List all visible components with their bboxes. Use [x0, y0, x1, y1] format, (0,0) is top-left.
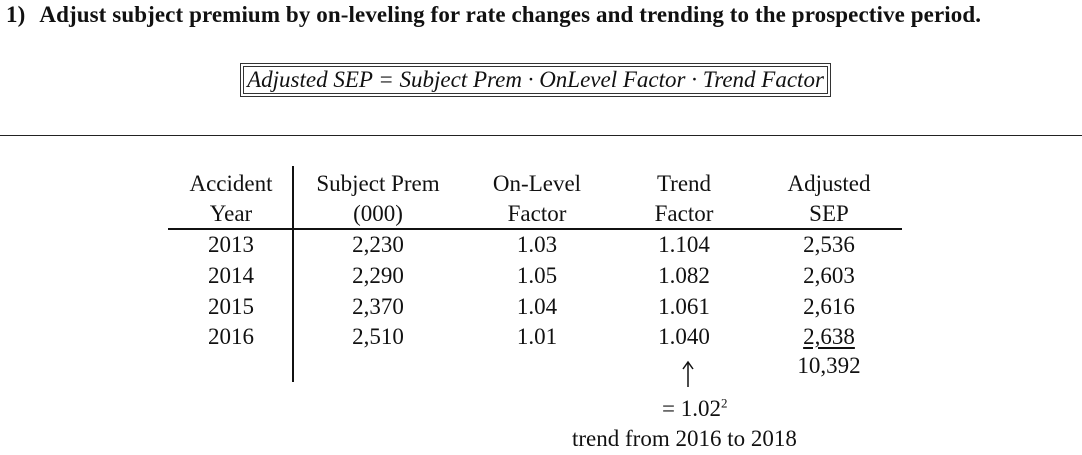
header-line: (000): [353, 201, 403, 226]
header-accident-year: Accident Year: [189, 169, 272, 229]
cell-year: 2013: [208, 232, 254, 257]
header-rule: [168, 228, 902, 230]
header-subject-prem: Subject Prem (000): [316, 169, 439, 229]
horizontal-divider: [0, 135, 1082, 136]
cell-trend: 1.104: [658, 232, 710, 257]
cell-adjusted-sep: 2,638: [803, 324, 855, 349]
formula-text: Adjusted SEP = Subject Prem · OnLevel Fa…: [247, 67, 824, 92]
cell-on-level: 1.04: [516, 294, 558, 319]
cell-subject-prem: 2,290: [352, 263, 404, 288]
cell-on-level: 1.05: [516, 263, 558, 288]
header-line: Year: [209, 201, 253, 226]
header-trend-factor: Trend Factor: [655, 169, 714, 229]
cell-trend: 1.040: [658, 324, 710, 349]
header-line: Factor: [654, 201, 714, 226]
cell-trend: 1.082: [658, 263, 710, 288]
total-adjusted-sep: 10,392: [797, 353, 861, 378]
cell-on-level: 1.03: [516, 232, 558, 257]
trend-caption: trend from 2016 to 2018: [572, 426, 797, 451]
header-line: Factor: [507, 201, 567, 226]
cell-year: 2016: [208, 324, 254, 349]
header-line: SEP: [809, 201, 849, 226]
trend-equation: = 1.022: [662, 394, 727, 424]
section-title: Adjust subject premium by on-leveling fo…: [39, 2, 982, 27]
header-line: Subject Prem: [316, 171, 440, 196]
up-arrow-icon: [682, 360, 694, 387]
cell-year: 2015: [208, 294, 254, 319]
cell-subject-prem: 2,510: [352, 324, 404, 349]
cell-adjusted-sep: 2,616: [803, 294, 855, 319]
header-line: Trend: [656, 171, 712, 196]
section-number: 1): [6, 2, 26, 27]
section-heading: 1) Adjust subject premium by on-leveling …: [6, 2, 981, 28]
trend-exponent: 2: [720, 395, 728, 411]
cell-on-level: 1.01: [516, 324, 558, 349]
header-line: Accident: [189, 171, 273, 196]
cell-subject-prem: 2,230: [352, 232, 404, 257]
header-adjusted-sep: Adjusted SEP: [787, 169, 870, 229]
cell-subject-prem: 2,370: [352, 294, 404, 319]
header-on-level-factor: On-Level Factor: [493, 169, 581, 229]
cell-adjusted-sep: 2,603: [803, 263, 855, 288]
cell-year: 2014: [208, 263, 254, 288]
cell-trend: 1.061: [658, 294, 710, 319]
header-line: Adjusted: [787, 171, 871, 196]
header-line: On-Level: [492, 171, 582, 196]
formula-box: Adjusted SEP = Subject Prem · OnLevel Fa…: [240, 63, 831, 97]
cell-adjusted-sep: 2,536: [803, 232, 855, 257]
trend-equation-text: = 1.02: [662, 396, 721, 421]
column-divider: [292, 166, 294, 382]
